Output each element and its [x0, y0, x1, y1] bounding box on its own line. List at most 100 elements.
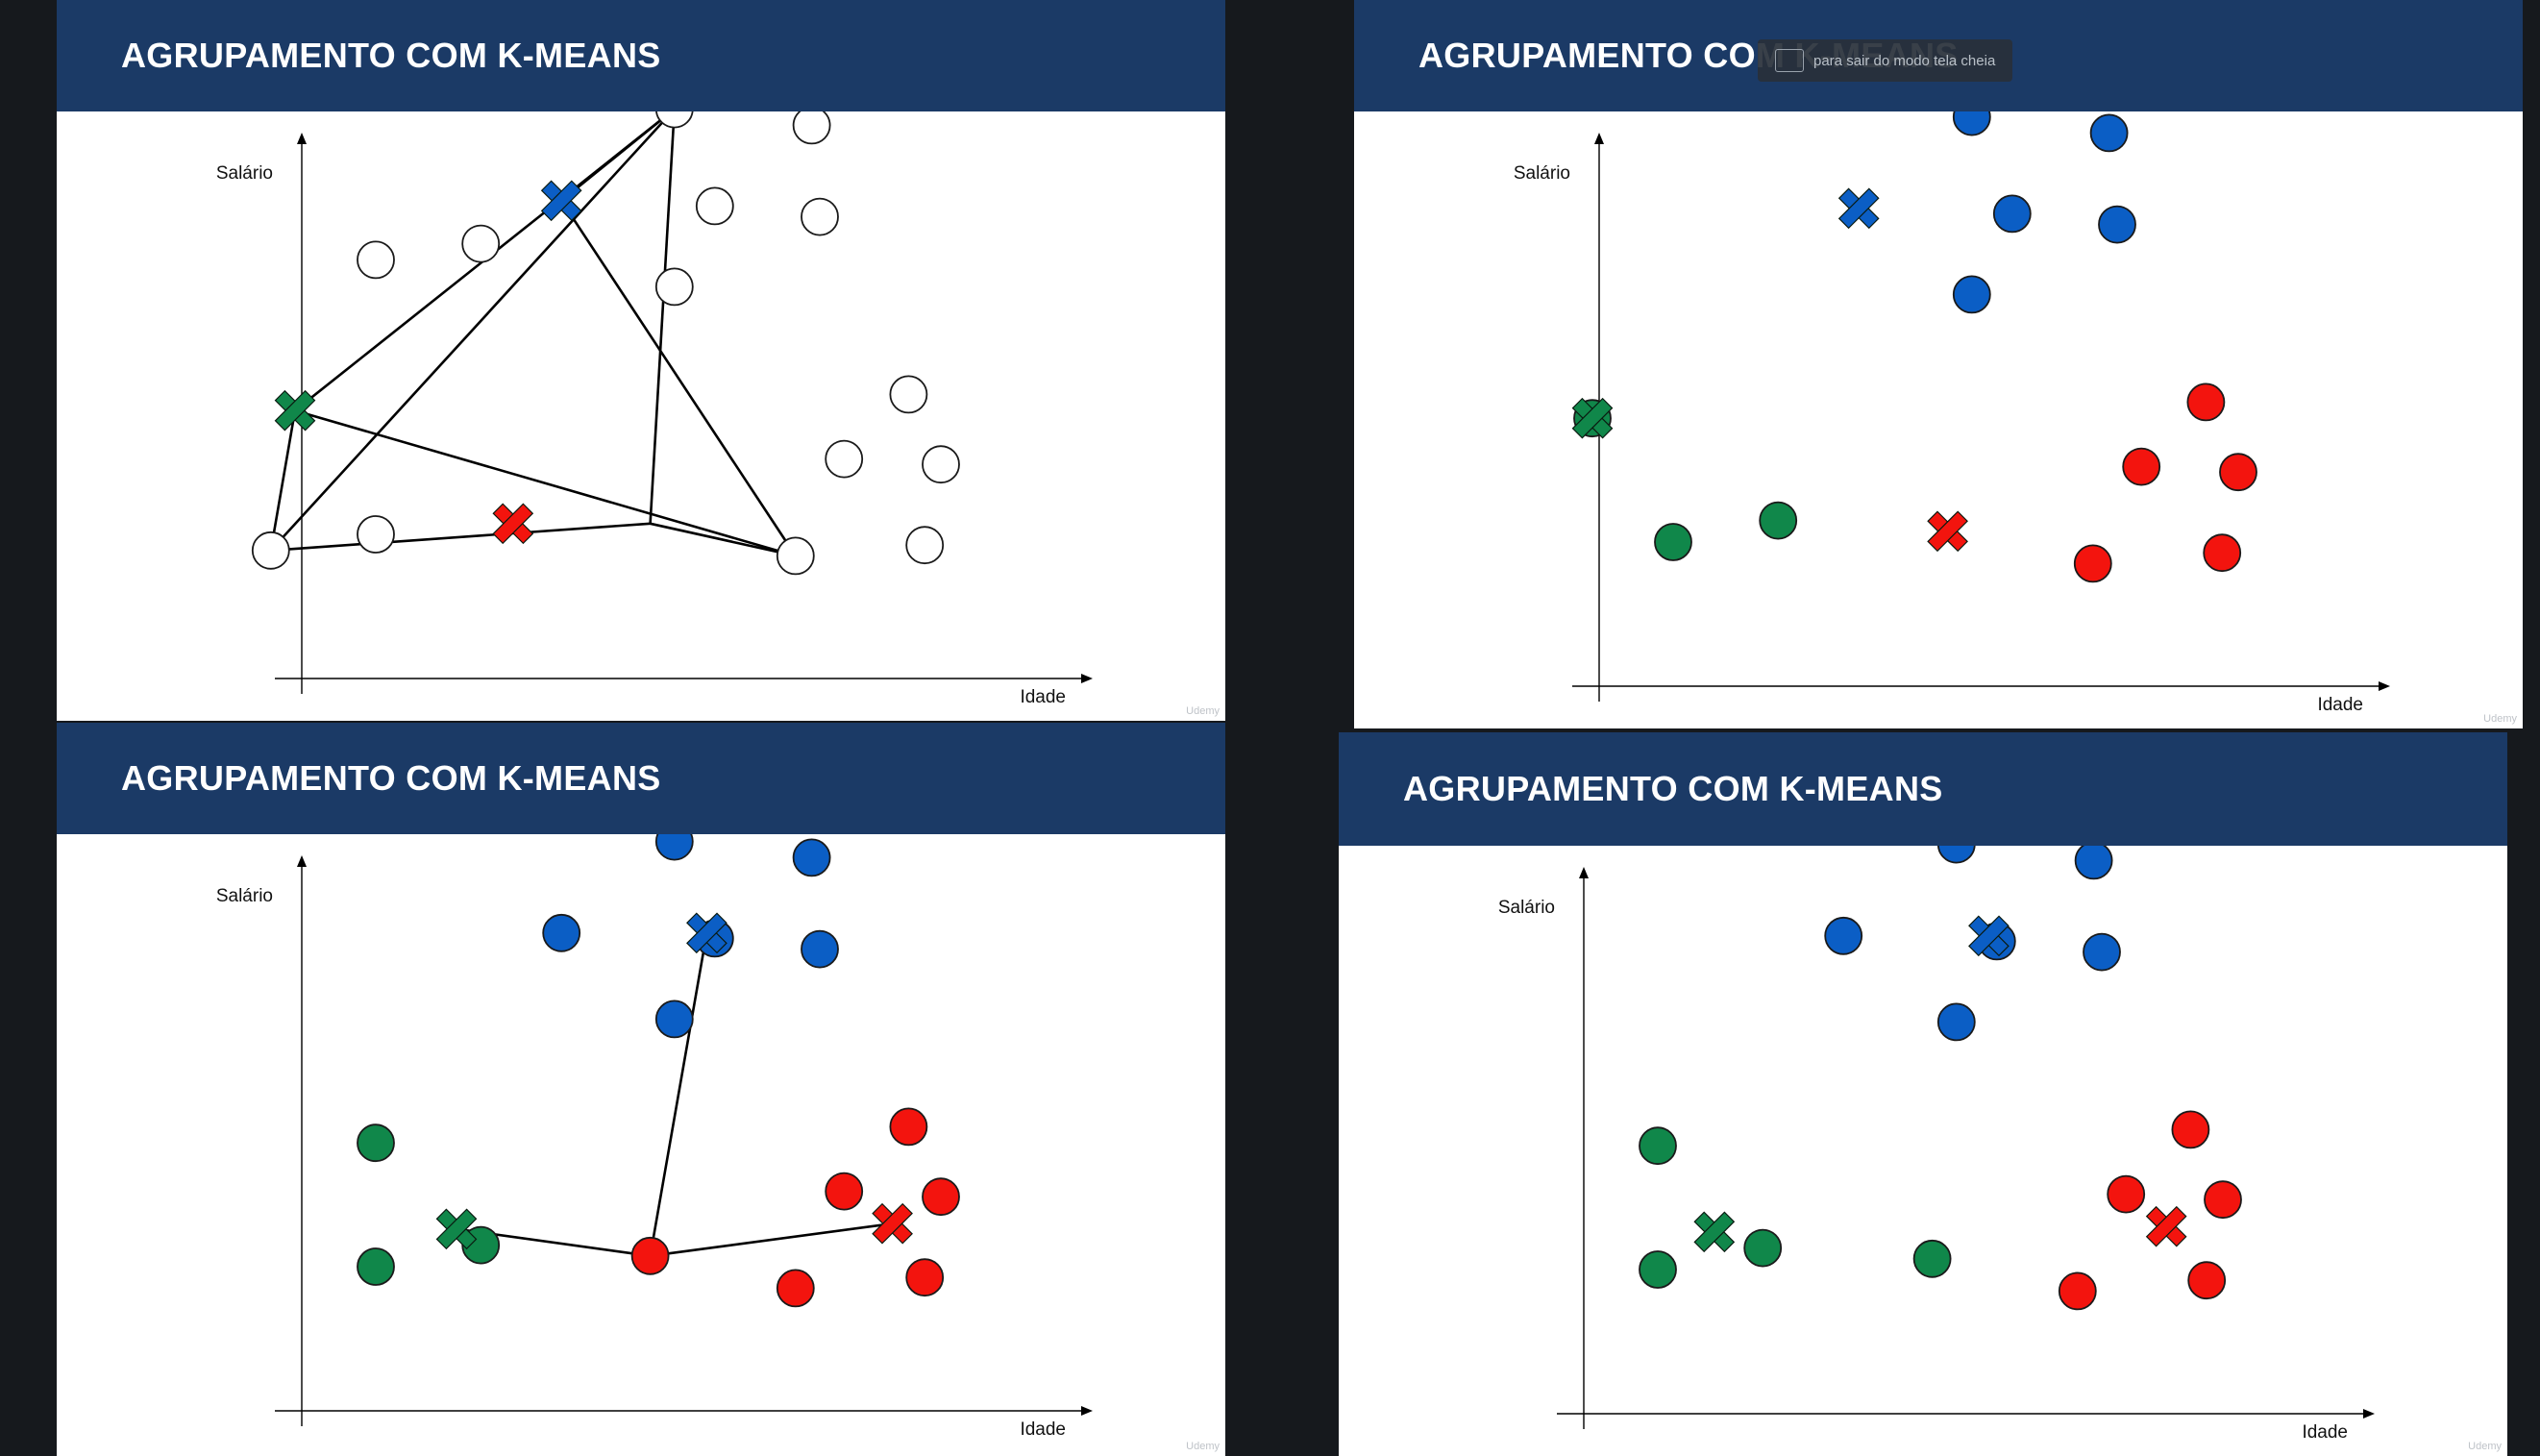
slide-title: AGRUPAMENTO COM K-MEANS — [121, 758, 661, 798]
y-axis-arrow-icon — [1579, 867, 1589, 878]
data-point — [251, 531, 290, 570]
data-point — [2074, 846, 2113, 880]
centroid-marker — [1927, 510, 1968, 553]
toast-text: para sair do modo tela cheia — [1813, 52, 1996, 69]
distance-line — [270, 522, 651, 553]
x-axis-arrow-icon — [1081, 674, 1093, 683]
y-axis-label: Salário — [1514, 163, 1570, 184]
x-axis-label: Idade — [2302, 1422, 2348, 1443]
distance-line — [269, 111, 675, 552]
slide-title: AGRUPAMENTO COM K-MEANS — [121, 36, 661, 75]
data-point — [1759, 501, 1798, 540]
data-point — [825, 1172, 864, 1211]
udemy-watermark: Udemy — [1186, 705, 1220, 717]
slide-header: AGRUPAMENTO COM K-MEANS — [57, 723, 1225, 834]
distance-line — [560, 200, 797, 557]
data-point — [1912, 1239, 1952, 1278]
y-axis-arrow-icon — [297, 133, 307, 144]
x-axis-label: Idade — [1020, 1419, 1066, 1440]
slide-2: AGRUPAMENTO COM K-MEANS Salário Idade par… — [1354, 0, 2523, 728]
scatter-plot: Salário Idade — [216, 111, 1093, 707]
data-point — [889, 1107, 928, 1147]
data-point — [825, 439, 864, 479]
centroid-bar — [686, 912, 727, 954]
y-axis-label: Salário — [216, 886, 273, 906]
data-point — [2107, 1174, 2146, 1214]
esc-key-icon — [1775, 49, 1804, 72]
centroid-bar — [435, 1208, 478, 1250]
distance-line — [649, 932, 708, 1257]
centroid-marker — [435, 1208, 478, 1250]
data-point — [2098, 205, 2136, 244]
data-point — [2171, 1110, 2210, 1149]
centroid-bar — [2145, 1205, 2187, 1247]
y-axis-label: Salário — [216, 163, 273, 184]
data-point — [1952, 111, 1991, 136]
scatter-plot: Salário Idade — [216, 834, 1093, 1440]
data-point — [1952, 275, 1991, 314]
data-point — [542, 913, 581, 952]
distance-line — [269, 409, 297, 552]
udemy-watermark: Udemy — [2483, 713, 2517, 725]
centroid-marker — [1571, 397, 1614, 439]
centroid-marker — [1968, 915, 2010, 957]
x-axis-label: Idade — [2317, 695, 2363, 715]
data-point — [2186, 383, 2226, 422]
data-point — [922, 1177, 960, 1217]
udemy-watermark: Udemy — [2468, 1441, 2502, 1452]
centroid-marker — [1837, 187, 1880, 230]
centroid-marker — [872, 1202, 913, 1245]
data-point — [357, 240, 395, 280]
data-point — [905, 526, 945, 565]
data-point — [1824, 916, 1863, 955]
data-point — [357, 1247, 395, 1286]
data-point — [1639, 1250, 1677, 1289]
y-axis-arrow-icon — [297, 855, 307, 867]
data-point — [776, 536, 815, 576]
data-point — [654, 267, 694, 307]
centroid-bar — [540, 180, 582, 222]
centroid-bar — [872, 1202, 913, 1245]
scatter-plot: Salário Idade — [1514, 111, 2390, 715]
slide-header: AGRUPAMENTO COM K-MEANS — [1339, 732, 2507, 846]
x-axis-label: Idade — [1020, 687, 1066, 707]
centroid-marker — [540, 180, 582, 222]
x-axis-arrow-icon — [2363, 1409, 2375, 1419]
centroid-marker — [686, 912, 727, 954]
data-point — [357, 515, 395, 554]
scatter-plot: Salário Idade — [1498, 846, 2375, 1443]
data-point — [1936, 1002, 1976, 1042]
udemy-watermark: Udemy — [1186, 1441, 1220, 1452]
data-point — [801, 929, 839, 969]
slide-header: AGRUPAMENTO COM K-MEANS — [57, 0, 1225, 111]
data-point — [2204, 1180, 2242, 1220]
distance-line — [294, 408, 797, 557]
data-point — [2083, 932, 2121, 972]
data-point — [792, 838, 831, 877]
data-point — [2203, 533, 2242, 573]
centroid-bar — [492, 503, 534, 545]
x-axis-arrow-icon — [2379, 681, 2390, 691]
centroid-marker — [274, 389, 316, 432]
centroid-bar — [1693, 1211, 1736, 1253]
data-point — [2073, 544, 2112, 583]
centroid-bar — [1927, 510, 1968, 553]
y-axis-arrow-icon — [1594, 133, 1604, 144]
distance-line — [649, 111, 676, 524]
x-axis-arrow-icon — [1081, 1406, 1093, 1416]
y-axis-label: Salário — [1498, 898, 1555, 918]
data-point — [695, 186, 734, 226]
data-point — [2058, 1271, 2097, 1311]
data-point — [357, 1123, 395, 1163]
data-point — [654, 999, 694, 1039]
distance-line — [650, 1222, 893, 1258]
distance-line — [650, 522, 797, 557]
slide-1: AGRUPAMENTO COM K-MEANS Salário Idade Ude… — [57, 0, 1225, 721]
data-point — [2219, 453, 2257, 492]
centroid-bar — [1571, 397, 1614, 439]
centroid-bar — [274, 389, 316, 432]
data-point — [461, 224, 501, 263]
data-point — [905, 1258, 945, 1297]
centroid-bar — [1968, 915, 2010, 957]
slide-4: AGRUPAMENTO COM K-MEANS Salário Idade Ude… — [1339, 732, 2507, 1456]
